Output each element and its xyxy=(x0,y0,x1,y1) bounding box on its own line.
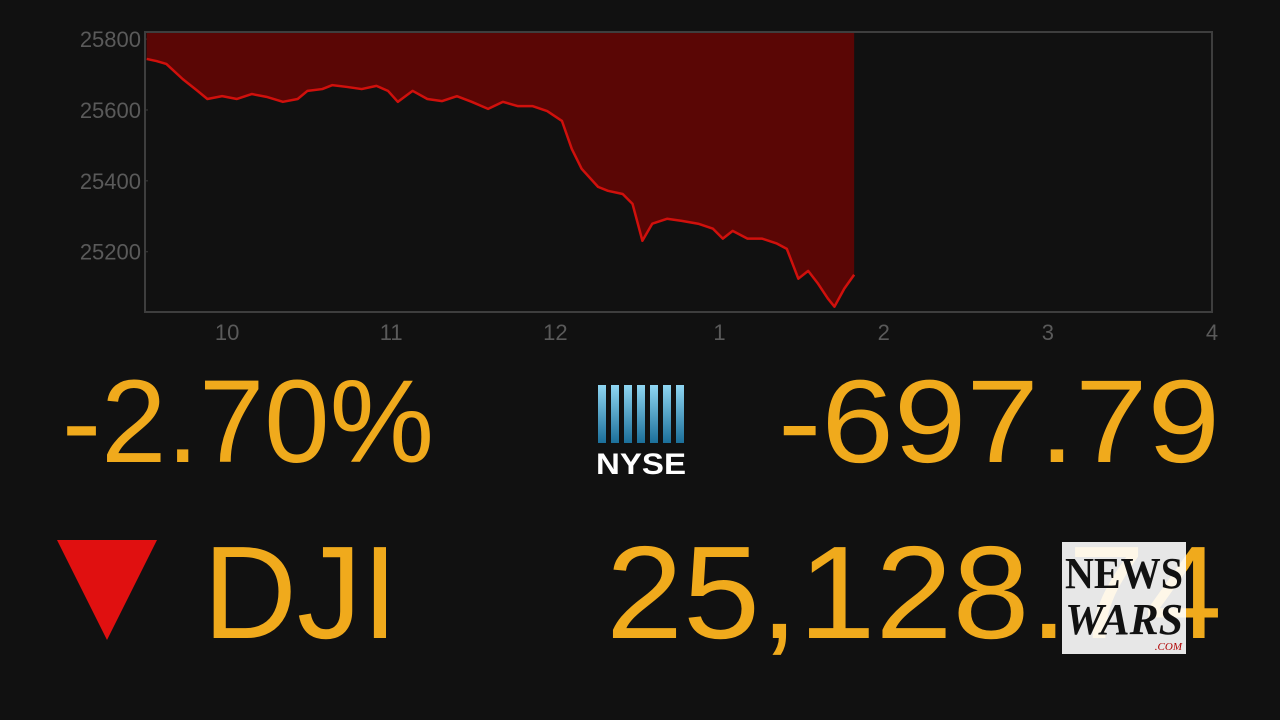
point-change: -697.79 xyxy=(778,356,1220,488)
exchange: NYSE xyxy=(596,448,686,481)
nyse-logo: NYSE xyxy=(596,385,686,481)
x-tick-label: 10 xyxy=(215,320,239,345)
watermark-box xyxy=(1062,542,1186,654)
watermark-line: NEWS xyxy=(1065,549,1183,598)
x-tick-label: 1 xyxy=(713,320,725,345)
plot-frame xyxy=(144,31,1213,313)
line xyxy=(146,57,856,308)
y-tick-label: 25200 xyxy=(80,240,141,265)
x-tick-label: 3 xyxy=(1042,320,1054,345)
down-arrow xyxy=(57,540,157,640)
watermark-line: WARS xyxy=(1065,595,1183,644)
percent-change: -2.70% xyxy=(62,356,434,488)
x-tick-label: 2 xyxy=(878,320,890,345)
y-tick-label: 25400 xyxy=(80,169,141,194)
y-tick-label: 25600 xyxy=(80,98,141,123)
watermark-suffix: .COM xyxy=(1155,641,1183,653)
y-tick-label: 25800 xyxy=(80,27,141,52)
x-tick-label: 12 xyxy=(543,320,567,345)
x-tick-label: 4 xyxy=(1206,320,1218,345)
symbol: DJI xyxy=(203,519,398,666)
x-tick-label: 11 xyxy=(380,320,403,345)
watermark: NEWS WARS .COM xyxy=(1062,542,1186,654)
area xyxy=(146,32,855,307)
